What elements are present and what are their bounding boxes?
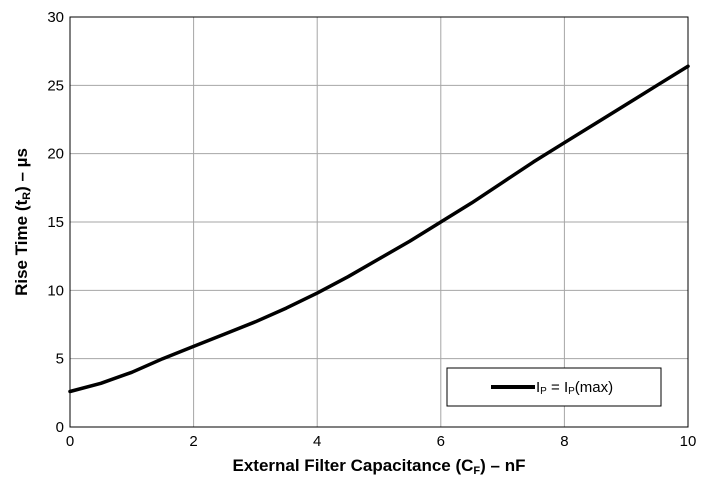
x-tick-label: 6 [437,433,445,450]
legend: IP = IP(max) [446,367,662,407]
y-axis-title-sub: R [21,192,33,200]
x-tick-label: 10 [680,433,697,450]
x-tick-label: 2 [189,433,197,450]
series-lines [68,64,690,394]
legend-label-a: I [536,379,540,396]
y-axis-title-main: Rise Time (t [12,200,31,296]
x-tick-label: 0 [66,433,74,450]
plot-frame [69,16,689,428]
y-tick-label: 20 [47,146,64,163]
x-tick-label: 4 [313,433,321,450]
tick-labels: 0 2 4 6 8 10 0 5 10 15 20 25 30 [47,9,696,450]
x-axis-title-sub: F [473,465,480,477]
legend-label-mid: = I [547,379,568,396]
legend-label-a-sub: P [540,386,547,397]
y-tick-label: 0 [56,419,64,436]
y-tick-label: 15 [47,214,64,231]
legend-label-tail: (max) [575,379,613,396]
y-axis-title: Rise Time (tR) – µs [12,148,33,296]
y-tick-label: 25 [47,77,64,94]
legend-box [446,367,662,407]
x-tick-label: 8 [560,433,568,450]
series-line [68,64,690,394]
x-axis-title-tail: ) – nF [480,456,525,475]
y-tick-label: 5 [56,351,64,368]
y-tick-label: 30 [47,9,64,26]
x-axis-title-main: External Filter Capacitance (C [233,456,474,475]
y-axis-title-tail: ) – µs [12,148,31,192]
grid-lines [69,16,689,428]
x-axis-title: External Filter Capacitance (CF) – nF [233,456,526,477]
legend-label: IP = IP(max) [536,379,613,397]
legend-label-b-sub: P [568,386,575,397]
y-tick-label: 10 [47,282,64,299]
